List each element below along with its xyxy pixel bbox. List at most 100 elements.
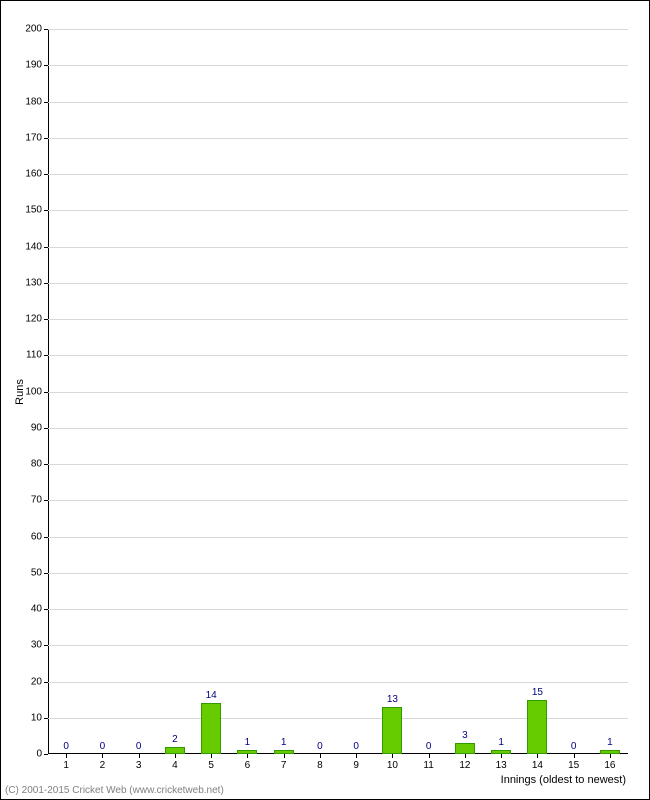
x-tick-mark [139, 754, 140, 758]
bar-value-label: 1 [498, 737, 504, 748]
y-tick-mark [44, 29, 48, 30]
bar [165, 747, 185, 754]
y-tick-label: 130 [25, 277, 42, 288]
y-tick-mark [44, 645, 48, 646]
x-tick-mark [392, 754, 393, 758]
bar [455, 743, 475, 754]
x-tick-mark [175, 754, 176, 758]
y-tick-label: 20 [31, 676, 42, 687]
x-tick-mark [537, 754, 538, 758]
y-tick-label: 0 [36, 749, 42, 760]
bar-value-label: 3 [462, 730, 468, 741]
y-tick-label: 90 [31, 422, 42, 433]
y-tick-label: 190 [25, 60, 42, 71]
y-tick-label: 200 [25, 24, 42, 35]
gridline [48, 283, 628, 284]
gridline [48, 537, 628, 538]
gridline [48, 573, 628, 574]
y-tick-label: 150 [25, 205, 42, 216]
x-tick-mark [356, 754, 357, 758]
y-tick-mark [44, 102, 48, 103]
bar-value-label: 0 [426, 741, 432, 752]
x-tick-mark [247, 754, 248, 758]
bar [527, 700, 547, 754]
x-tick-mark [284, 754, 285, 758]
x-tick-label: 1 [63, 760, 69, 771]
chart-frame: 0102030405060708090100110120130140150160… [0, 0, 650, 800]
y-tick-mark [44, 428, 48, 429]
y-tick-mark [44, 464, 48, 465]
x-tick-label: 5 [208, 760, 214, 771]
x-tick-label: 7 [281, 760, 287, 771]
gridline [48, 29, 628, 30]
x-tick-mark [66, 754, 67, 758]
y-tick-label: 100 [25, 386, 42, 397]
gridline [48, 464, 628, 465]
y-tick-label: 50 [31, 567, 42, 578]
gridline [48, 500, 628, 501]
x-tick-label: 10 [387, 760, 398, 771]
bar-value-label: 2 [172, 734, 178, 745]
gridline [48, 428, 628, 429]
gridline [48, 210, 628, 211]
y-tick-mark [44, 573, 48, 574]
x-tick-label: 11 [423, 760, 433, 771]
y-tick-mark [44, 682, 48, 683]
x-tick-mark [501, 754, 502, 758]
y-tick-label: 180 [25, 96, 42, 107]
y-tick-mark [44, 319, 48, 320]
x-axis-label: Innings (oldest to newest) [501, 774, 626, 786]
x-tick-label: 13 [496, 760, 507, 771]
bar-value-label: 0 [63, 741, 69, 752]
gridline [48, 355, 628, 356]
x-tick-label: 6 [245, 760, 251, 771]
x-tick-mark [465, 754, 466, 758]
y-tick-mark [44, 174, 48, 175]
y-tick-mark [44, 283, 48, 284]
y-tick-label: 120 [25, 314, 42, 325]
bar-value-label: 0 [353, 741, 359, 752]
plot-area: 0102030405060708090100110120130140150160… [48, 29, 628, 754]
bar-value-label: 15 [532, 687, 543, 698]
y-tick-mark [44, 210, 48, 211]
x-tick-label: 14 [532, 760, 543, 771]
gridline [48, 609, 628, 610]
y-tick-mark [44, 65, 48, 66]
bar-value-label: 1 [607, 737, 613, 748]
gridline [48, 65, 628, 66]
y-axis-label: Runs [14, 379, 26, 405]
x-tick-label: 16 [604, 760, 615, 771]
x-tick-mark [320, 754, 321, 758]
gridline [48, 645, 628, 646]
y-tick-mark [44, 718, 48, 719]
y-tick-label: 160 [25, 169, 42, 180]
gridline [48, 174, 628, 175]
bar [201, 703, 221, 754]
x-tick-label: 15 [568, 760, 579, 771]
bar [382, 707, 402, 754]
x-tick-mark [610, 754, 611, 758]
bar-value-label: 0 [100, 741, 106, 752]
y-tick-mark [44, 500, 48, 501]
y-tick-label: 10 [31, 712, 42, 723]
y-tick-label: 140 [25, 241, 42, 252]
y-tick-mark [44, 138, 48, 139]
y-tick-label: 60 [31, 531, 42, 542]
y-tick-mark [44, 392, 48, 393]
bar-value-label: 14 [206, 690, 217, 701]
gridline [48, 319, 628, 320]
bar-value-label: 1 [281, 737, 287, 748]
x-tick-label: 9 [353, 760, 359, 771]
x-tick-label: 12 [459, 760, 470, 771]
bar-value-label: 13 [387, 694, 398, 705]
y-tick-label: 70 [31, 495, 42, 506]
gridline [48, 247, 628, 248]
y-tick-mark [44, 247, 48, 248]
y-tick-label: 170 [25, 132, 42, 143]
gridline [48, 102, 628, 103]
x-tick-label: 8 [317, 760, 323, 771]
x-tick-mark [102, 754, 103, 758]
x-tick-mark [574, 754, 575, 758]
y-tick-mark [44, 609, 48, 610]
copyright-text: (C) 2001-2015 Cricket Web (www.cricketwe… [5, 785, 224, 796]
